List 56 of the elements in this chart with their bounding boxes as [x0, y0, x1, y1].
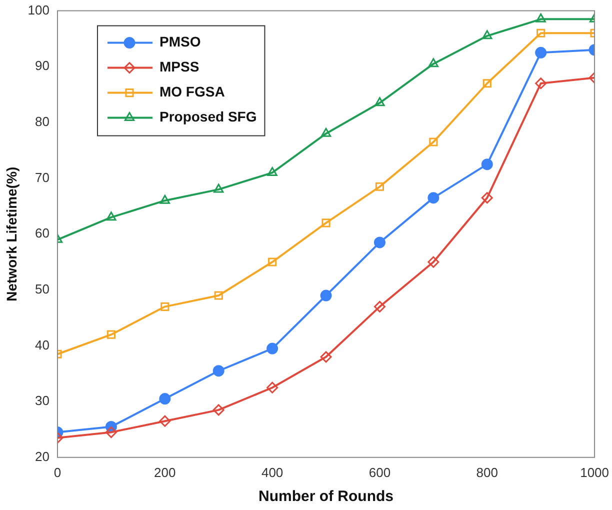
point	[159, 393, 171, 405]
y-tick-label: 40	[35, 337, 50, 352]
point	[322, 218, 330, 228]
point	[374, 97, 385, 106]
point	[429, 138, 438, 146]
y-tick-label: 90	[35, 58, 50, 74]
point	[481, 192, 493, 204]
x-tick-label: 400	[261, 464, 284, 480]
legend-label: PMSO	[159, 34, 201, 50]
point	[212, 365, 224, 377]
y-tick-label: 30	[35, 393, 50, 408]
point	[268, 258, 277, 266]
point	[214, 184, 224, 193]
legend-label: Proposed SFG	[159, 108, 257, 125]
point	[536, 13, 546, 22]
x-axis-title: Number of Rounds	[258, 488, 394, 506]
point	[106, 212, 116, 221]
point	[105, 426, 117, 438]
point	[535, 78, 547, 90]
legend-label: MO FGSA	[159, 84, 225, 100]
x-tick-label: 200	[154, 464, 176, 480]
point	[160, 302, 170, 311]
point	[536, 28, 546, 38]
x-tick-label: 800	[476, 464, 498, 480]
point	[482, 79, 492, 88]
point	[374, 300, 386, 312]
point	[106, 330, 116, 339]
point	[266, 342, 278, 354]
y-tick-label: 60	[35, 226, 50, 241]
x-tick-label: 0	[54, 464, 62, 480]
point	[212, 404, 224, 416]
point	[428, 256, 440, 268]
point	[535, 46, 547, 58]
point	[214, 291, 223, 300]
point	[320, 128, 332, 137]
point	[159, 415, 171, 427]
y-tick-label: 50	[35, 282, 50, 297]
x-tick-label: 600	[368, 464, 391, 480]
point	[481, 158, 493, 170]
x-tick-label: 1000	[580, 464, 609, 480]
point	[160, 194, 170, 204]
y-tick-label: 20	[35, 448, 50, 464]
point	[320, 290, 332, 302]
point	[375, 182, 384, 191]
point	[428, 58, 439, 68]
legend-label: MPSS	[159, 58, 200, 75]
point	[374, 236, 386, 248]
point	[482, 30, 492, 40]
point	[266, 382, 278, 394]
y-tick-label: 80	[35, 114, 50, 130]
y-tick-label: 70	[35, 170, 50, 185]
y-axis-title: Network Lifetime(%)	[3, 166, 20, 302]
point	[428, 192, 440, 204]
y-tick-label: 100	[28, 2, 50, 18]
point	[267, 166, 278, 176]
point	[320, 351, 332, 363]
